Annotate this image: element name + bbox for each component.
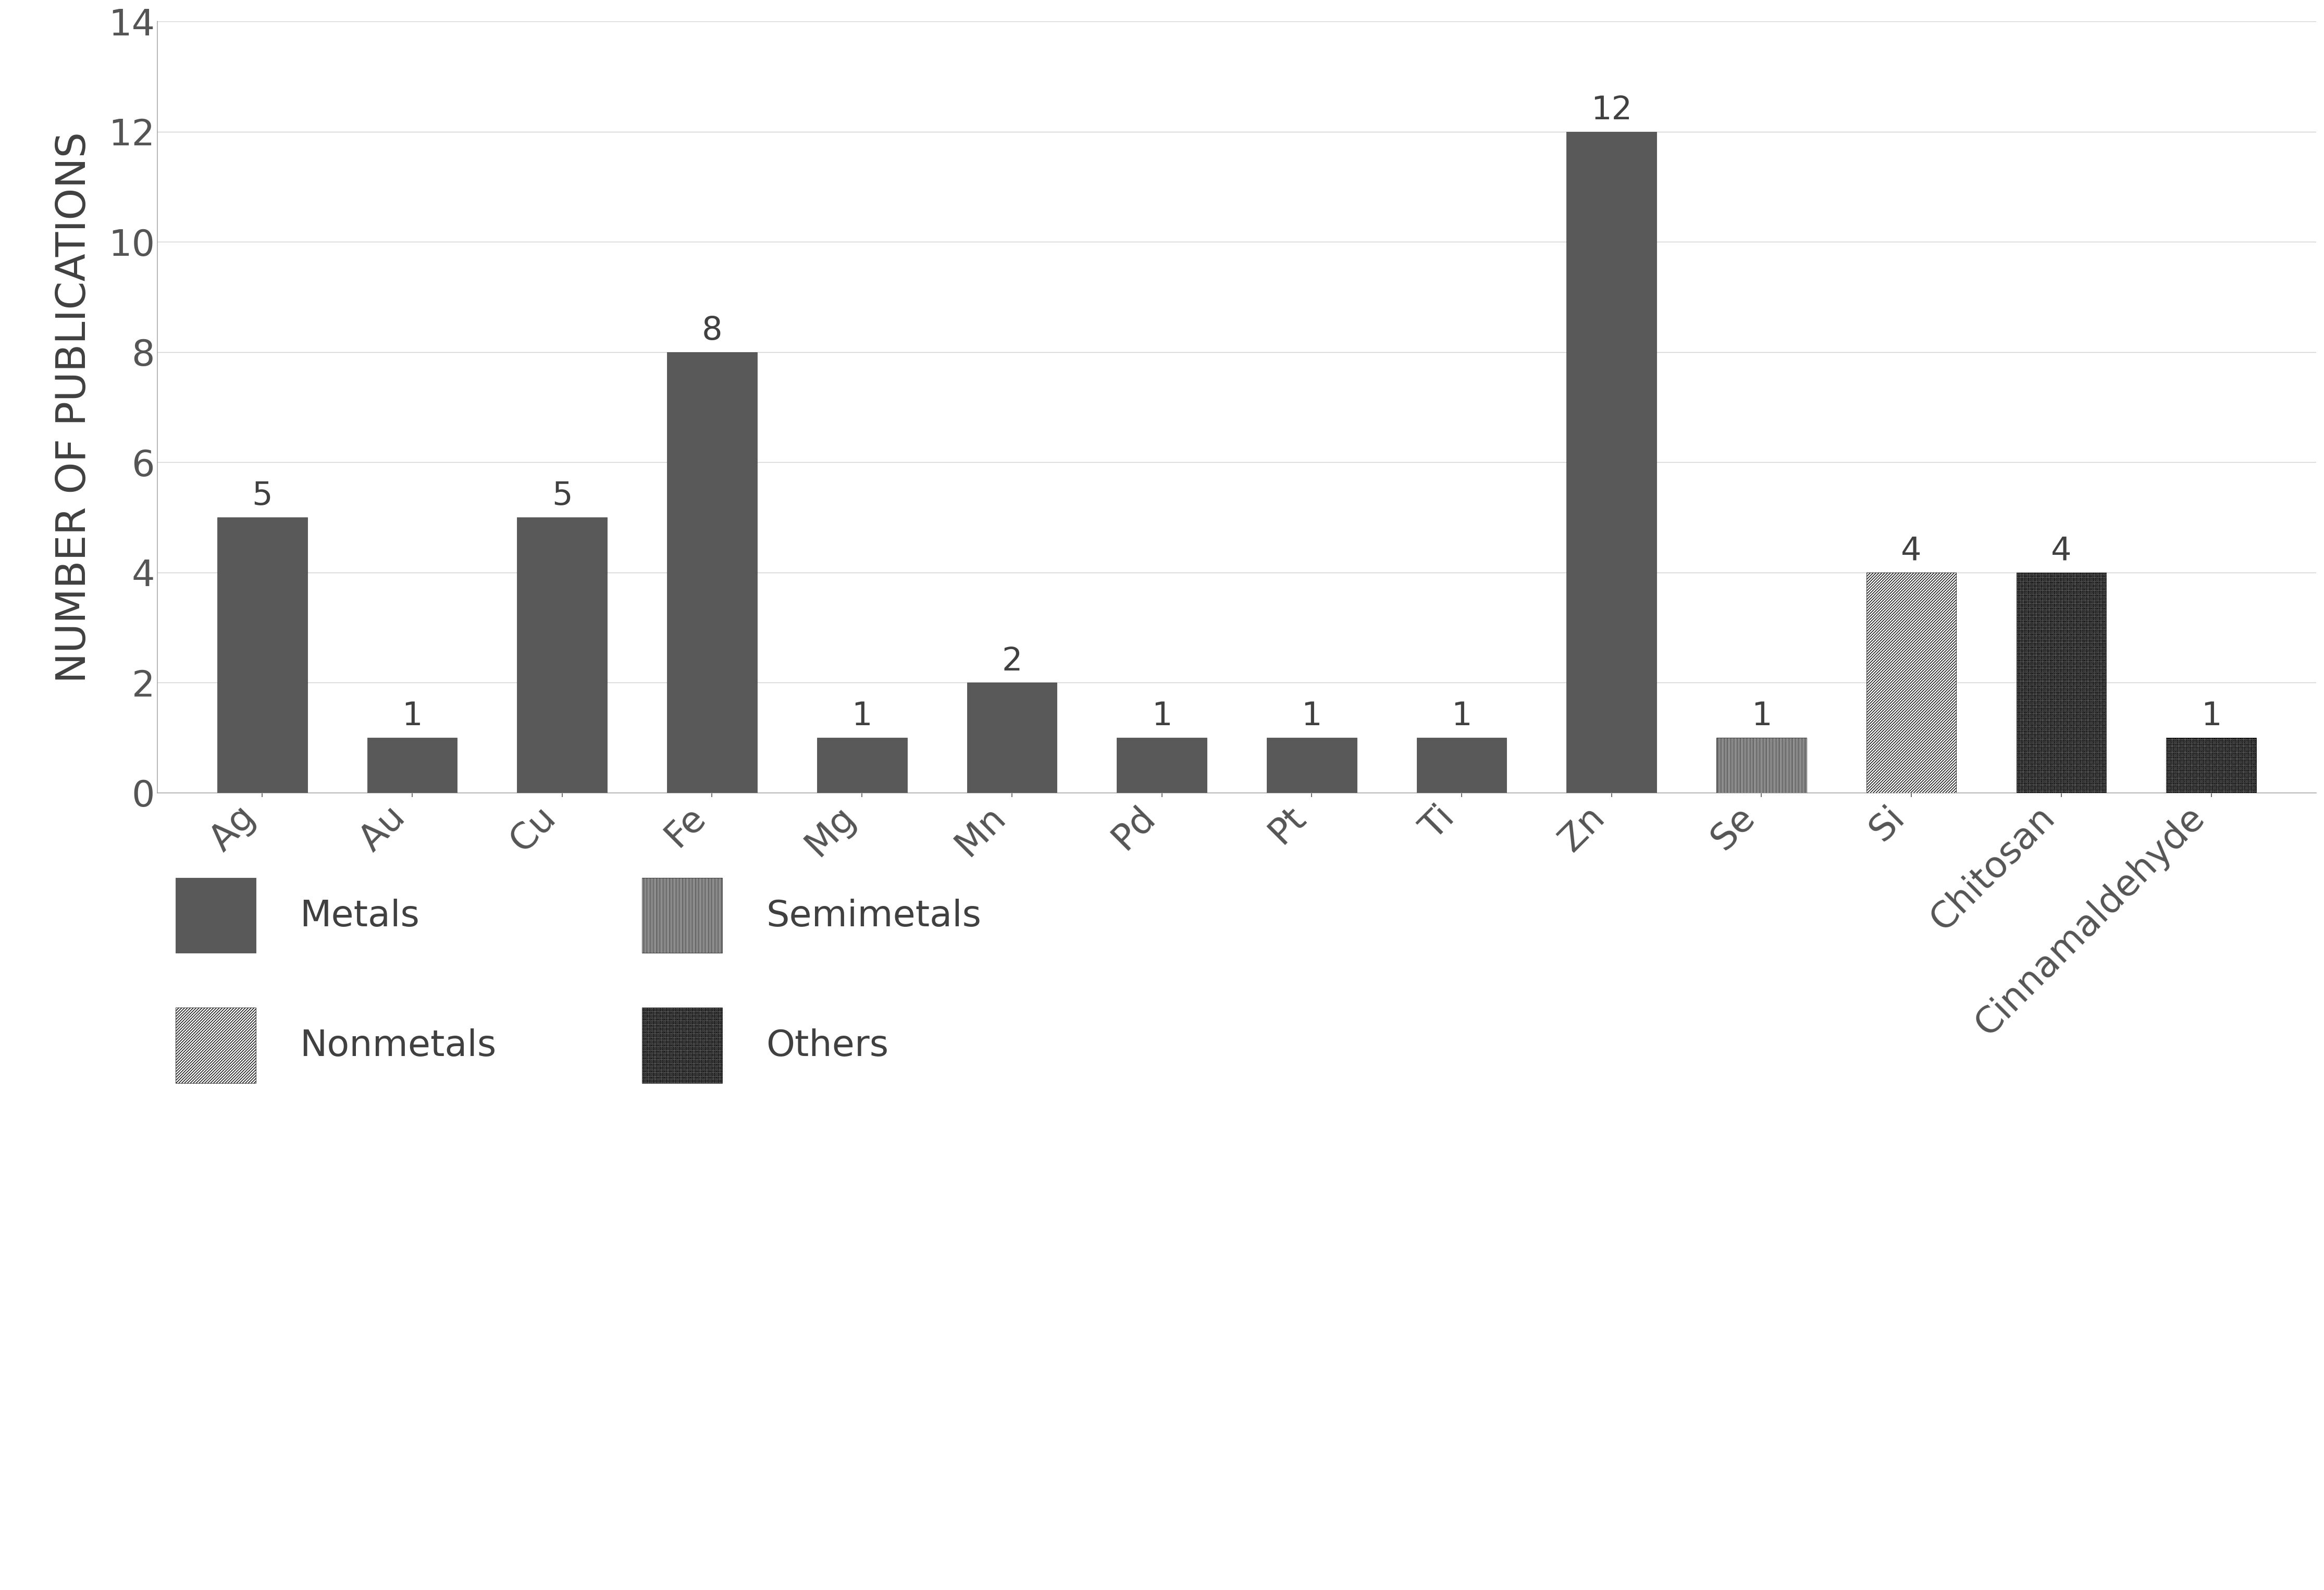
Bar <box>2166 738 2257 793</box>
Text: 5: 5 <box>251 480 272 512</box>
Text: 2: 2 <box>1002 646 1023 677</box>
Text: 12: 12 <box>1592 95 1631 126</box>
Text: 1: 1 <box>1150 701 1171 731</box>
Text: 4: 4 <box>1901 536 1922 568</box>
Bar <box>818 738 906 793</box>
Y-axis label: NUMBER OF PUBLICATIONS: NUMBER OF PUBLICATIONS <box>53 132 93 682</box>
Bar <box>1267 738 1357 793</box>
Bar <box>967 682 1057 793</box>
Bar <box>2017 572 2106 793</box>
Bar <box>1866 572 1957 793</box>
Text: 1: 1 <box>402 701 423 731</box>
Text: 1: 1 <box>2201 701 2222 731</box>
Text: 1: 1 <box>1450 701 1471 731</box>
Text: 4: 4 <box>2052 536 2071 568</box>
Text: 1: 1 <box>851 701 872 731</box>
Text: 5: 5 <box>551 480 572 512</box>
Bar <box>1717 738 1806 793</box>
Bar <box>1418 738 1506 793</box>
Text: 1: 1 <box>1301 701 1322 731</box>
Bar <box>367 738 458 793</box>
Text: 8: 8 <box>702 315 723 347</box>
Bar <box>1566 132 1657 793</box>
Text: 1: 1 <box>1752 701 1771 731</box>
Bar <box>667 351 758 793</box>
Bar <box>1118 738 1206 793</box>
Bar <box>218 517 307 793</box>
Bar <box>518 517 607 793</box>
Legend: Metals, Nonmetals, Semimetals, Others: Metals, Nonmetals, Semimetals, Others <box>177 878 981 1083</box>
